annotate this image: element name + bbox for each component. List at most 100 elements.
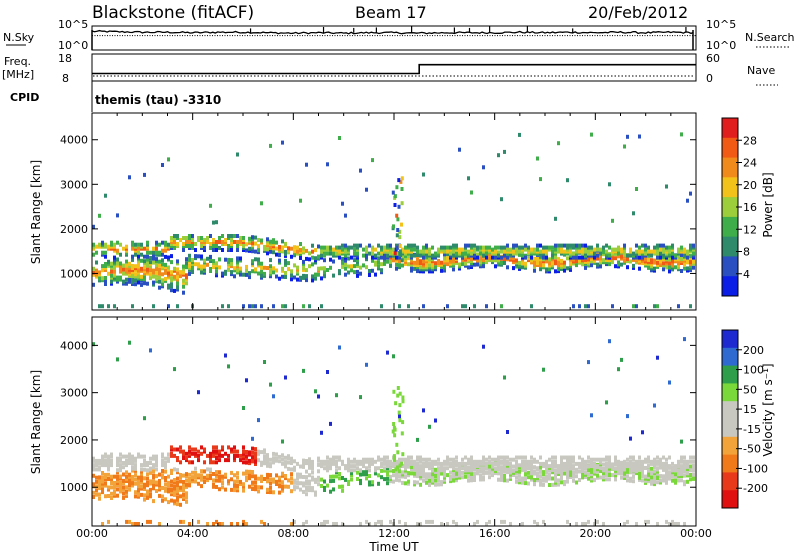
heatmap-cell	[476, 252, 479, 257]
heatmap-cell	[143, 497, 146, 502]
heatmap-cell	[368, 464, 371, 469]
heatmap-cell	[113, 483, 116, 488]
heatmap-cell	[347, 457, 350, 462]
heatmap-cell	[524, 459, 527, 464]
heatmap-cell	[149, 481, 152, 486]
heatmap-cell	[620, 471, 623, 476]
heatmap-cell	[302, 458, 305, 463]
heatmap-cell	[500, 473, 503, 478]
heatmap-cell	[464, 243, 467, 248]
heatmap-cell	[209, 259, 212, 263]
heatmap-cell	[329, 457, 332, 462]
heatmap-cell	[389, 259, 392, 264]
heatmap-cell	[632, 461, 635, 466]
nave-tick-top: 60	[706, 52, 720, 65]
heatmap-cell	[434, 474, 437, 479]
heatmap-cell	[407, 461, 410, 466]
heatmap-cell	[245, 378, 248, 383]
heatmap-cell	[278, 245, 281, 249]
heatmap-cell	[179, 449, 182, 454]
heatmap-cell	[394, 467, 398, 472]
heatmap-cell	[170, 276, 173, 281]
heatmap-cell	[173, 484, 176, 489]
heatmap-cell	[104, 463, 107, 468]
heatmap-cell	[269, 239, 272, 244]
heatmap-cell	[473, 243, 476, 248]
heatmap-cell	[644, 457, 647, 462]
heatmap-cell	[158, 485, 161, 490]
heatmap-cell	[239, 479, 242, 484]
heatmap-cell	[374, 247, 377, 252]
heatmap-cell	[143, 484, 146, 489]
heatmap-cell	[152, 250, 155, 255]
heatmap-cell	[602, 457, 605, 462]
heatmap-cell	[563, 482, 566, 487]
heatmap-cell	[212, 484, 215, 489]
heatmap-cell	[116, 275, 119, 280]
heatmap-cell	[551, 466, 554, 471]
heatmap-cell	[473, 304, 476, 309]
heatmap-cell	[137, 242, 140, 247]
heatmap-cell	[428, 263, 431, 268]
heatmap-cell	[593, 457, 596, 462]
heatmap-cell	[143, 461, 146, 465]
heatmap-cell	[158, 472, 161, 477]
heatmap-cell	[383, 477, 386, 482]
heatmap-cell	[152, 499, 155, 504]
heatmap-cell	[452, 474, 455, 479]
heatmap-cell	[173, 274, 176, 279]
heatmap-cell	[503, 478, 506, 483]
heatmap-cell	[335, 474, 338, 479]
ytick-label: 2000	[60, 223, 88, 236]
heatmap-cell	[656, 476, 659, 480]
heatmap-cell	[629, 476, 632, 481]
ytick-label: 1000	[60, 481, 88, 494]
heatmap-cell	[392, 469, 395, 473]
heatmap-cell	[116, 463, 119, 468]
heatmap-cell	[254, 455, 257, 460]
heatmap-cell	[119, 481, 122, 485]
heatmap-cell	[521, 476, 524, 481]
colorbar-tick-label: 4	[743, 268, 750, 281]
heatmap-cell	[368, 251, 371, 256]
heatmap-cell	[212, 238, 215, 242]
heatmap-cell	[365, 265, 368, 270]
heatmap-cell	[119, 468, 122, 473]
heatmap-cell	[206, 240, 209, 244]
heatmap-cell	[356, 273, 359, 278]
heatmap-cell	[191, 477, 194, 482]
heatmap-cell	[194, 254, 197, 259]
heatmap-cell	[464, 474, 467, 479]
heatmap-cell	[185, 495, 188, 500]
heatmap-cell	[215, 449, 218, 454]
heatmap-cell	[236, 152, 239, 157]
heatmap-cell	[302, 304, 305, 309]
heatmap-cell	[400, 258, 404, 263]
heatmap-cell	[341, 476, 344, 480]
colorbar-segment	[722, 197, 738, 218]
heatmap-cell	[299, 464, 302, 469]
heatmap-cell	[587, 455, 590, 460]
heatmap-cell	[230, 447, 233, 452]
heatmap-cell	[359, 461, 362, 466]
heatmap-cell	[137, 475, 140, 480]
heatmap-cell	[224, 487, 227, 492]
heatmap-cell	[572, 478, 575, 483]
heatmap-cell	[233, 481, 236, 486]
heatmap-cell	[632, 211, 635, 216]
heatmap-cell	[104, 483, 107, 488]
heatmap-cell	[629, 459, 632, 464]
heatmap-cell	[146, 468, 149, 473]
heatmap-cell	[218, 453, 221, 458]
heatmap-cell	[656, 243, 659, 248]
heatmap-cell	[104, 472, 107, 477]
heatmap-cell	[95, 268, 98, 273]
heatmap-cell	[410, 465, 413, 469]
heatmap-cell	[392, 247, 395, 252]
heatmap-cell	[596, 464, 599, 469]
heatmap-cell	[527, 481, 530, 486]
heatmap-cell	[590, 132, 593, 137]
heatmap-cell	[662, 243, 665, 248]
heatmap-cell	[236, 479, 239, 484]
heatmap-cell	[362, 470, 365, 475]
